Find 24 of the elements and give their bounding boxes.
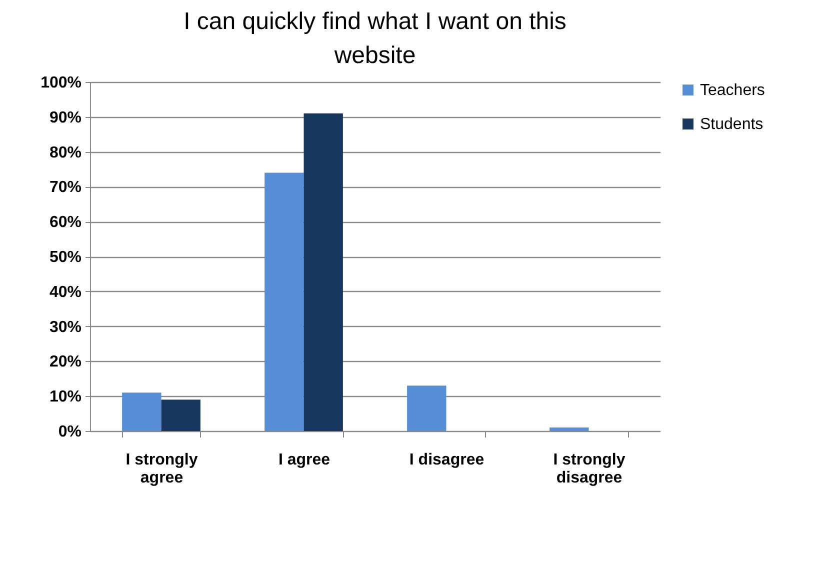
y-tick-label: 100% [40,74,82,92]
bar [122,392,162,431]
x-tick-label: I strongly agree [126,452,198,486]
legend-label: Students [700,116,764,133]
y-tick-label: 10% [49,388,82,406]
y-tick-label: 0% [58,424,82,440]
y-tick-label: 30% [49,318,82,336]
legend-label: Teachers [700,82,765,99]
x-tick-label: I agree [278,452,330,468]
y-tick-label: 80% [49,144,82,162]
chart-title: I can quickly find what I want on this website [184,8,566,69]
bar [161,400,200,431]
x-tick-label: I strongly disagree [553,452,626,486]
y-tick-label: 20% [49,354,82,371]
y-tick-label: 40% [49,284,82,301]
x-tick-label: I disagree [409,452,484,468]
bar [304,113,343,431]
y-tick-label: 70% [49,179,82,196]
bar [407,386,446,431]
y-tick-label: 60% [49,214,82,232]
y-tick-label: 50% [49,249,82,266]
y-tick-label: 90% [49,109,82,126]
bar [264,172,304,431]
bar [550,428,589,431]
